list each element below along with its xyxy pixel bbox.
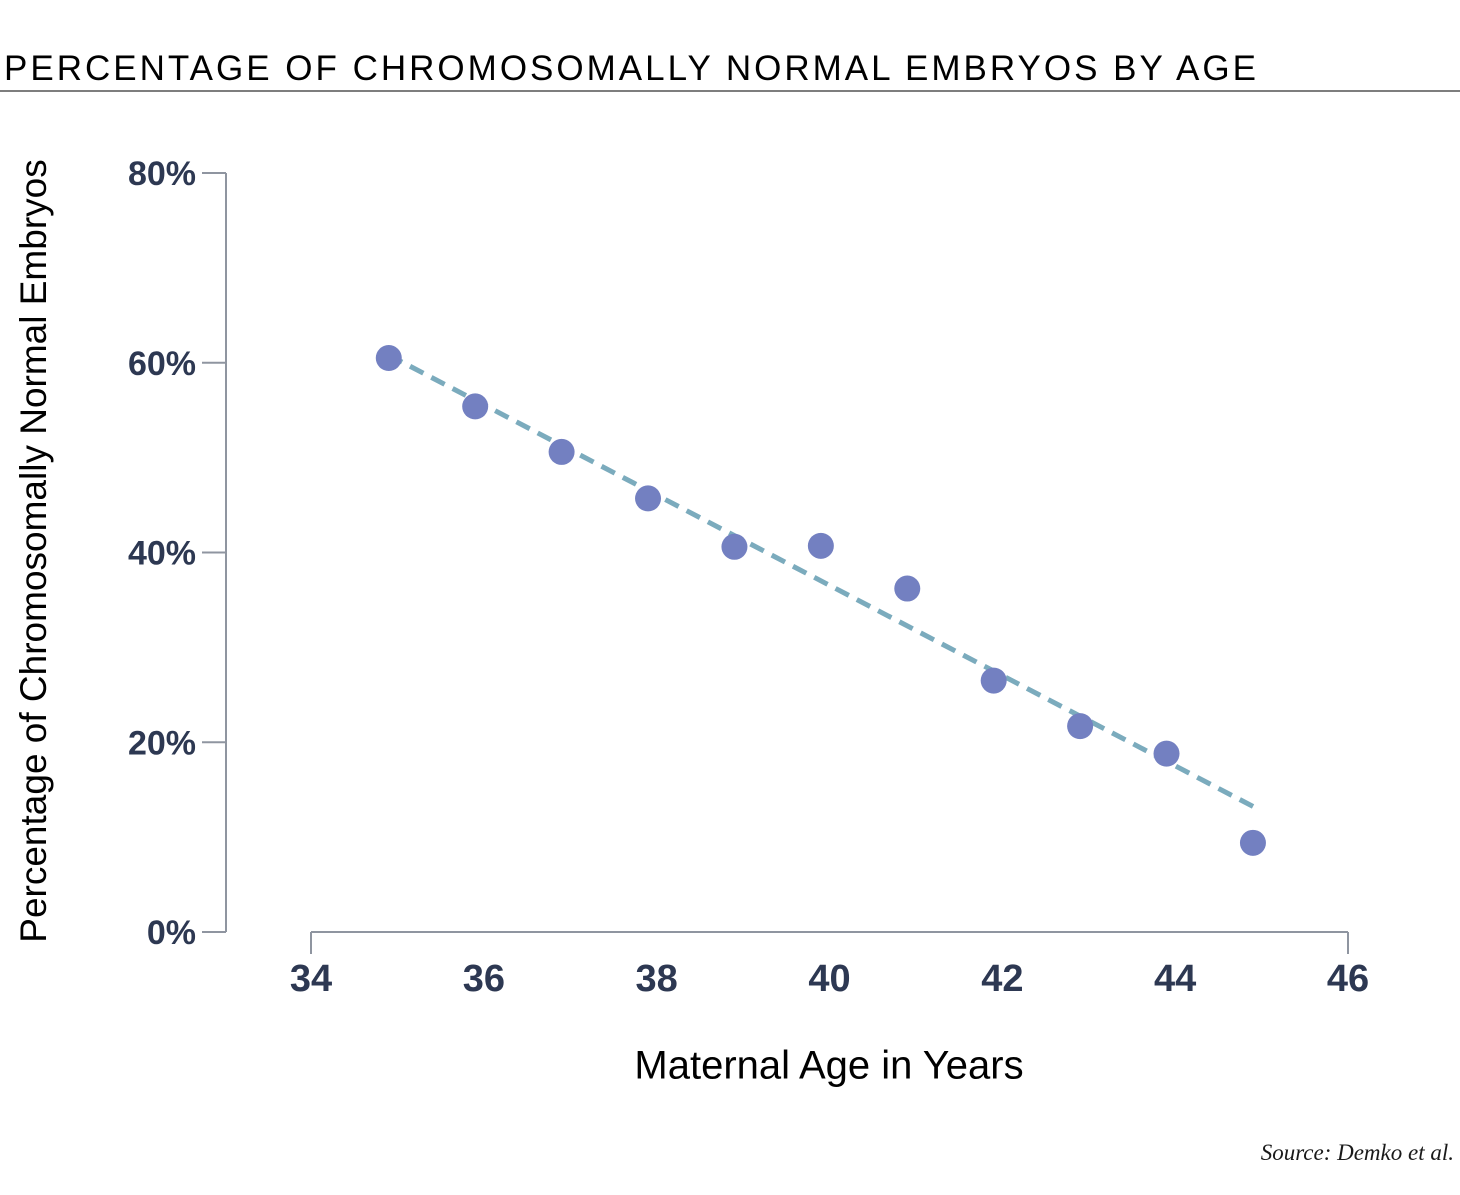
x-tick-label-36: 36 — [463, 958, 505, 1000]
chart-title: PERCENTAGE OF CHROMOSOMALLY NORMAL EMBRY… — [4, 49, 1259, 89]
x-tick-label-42: 42 — [981, 958, 1023, 1000]
y-tick-label-60: 60% — [128, 345, 196, 383]
x-tick-label-44: 44 — [1154, 958, 1196, 1000]
y-tick-label-20: 20% — [128, 724, 196, 762]
data-point-3 — [635, 485, 662, 512]
x-tick-label-34: 34 — [290, 958, 332, 1000]
data-point-1 — [462, 393, 489, 420]
y-tick-label-40: 40% — [128, 535, 196, 573]
data-point-5 — [807, 532, 834, 559]
data-point-2 — [548, 438, 575, 465]
y-tick-label-80: 80% — [128, 155, 196, 193]
data-point-6 — [894, 575, 921, 602]
data-point-9 — [1153, 740, 1180, 767]
x-tick-label-46: 46 — [1327, 958, 1369, 1000]
data-point-4 — [721, 533, 748, 560]
x-axis-title: Maternal Age in Years — [634, 1043, 1024, 1088]
data-point-7 — [980, 667, 1007, 694]
source-note: Source: Demko et al. — [1260, 1140, 1454, 1165]
x-tick-label-38: 38 — [636, 958, 678, 1000]
trend-line — [387, 352, 1259, 811]
x-tick-label-40: 40 — [808, 958, 850, 1000]
title-divider — [0, 90, 1460, 92]
y-axis-title: Percentage of Chromosomally Normal Embry… — [13, 159, 54, 943]
y-tick-label-0: 0% — [147, 914, 196, 952]
data-point-8 — [1067, 713, 1094, 740]
data-point-0 — [375, 345, 402, 372]
data-point-10 — [1239, 829, 1266, 856]
